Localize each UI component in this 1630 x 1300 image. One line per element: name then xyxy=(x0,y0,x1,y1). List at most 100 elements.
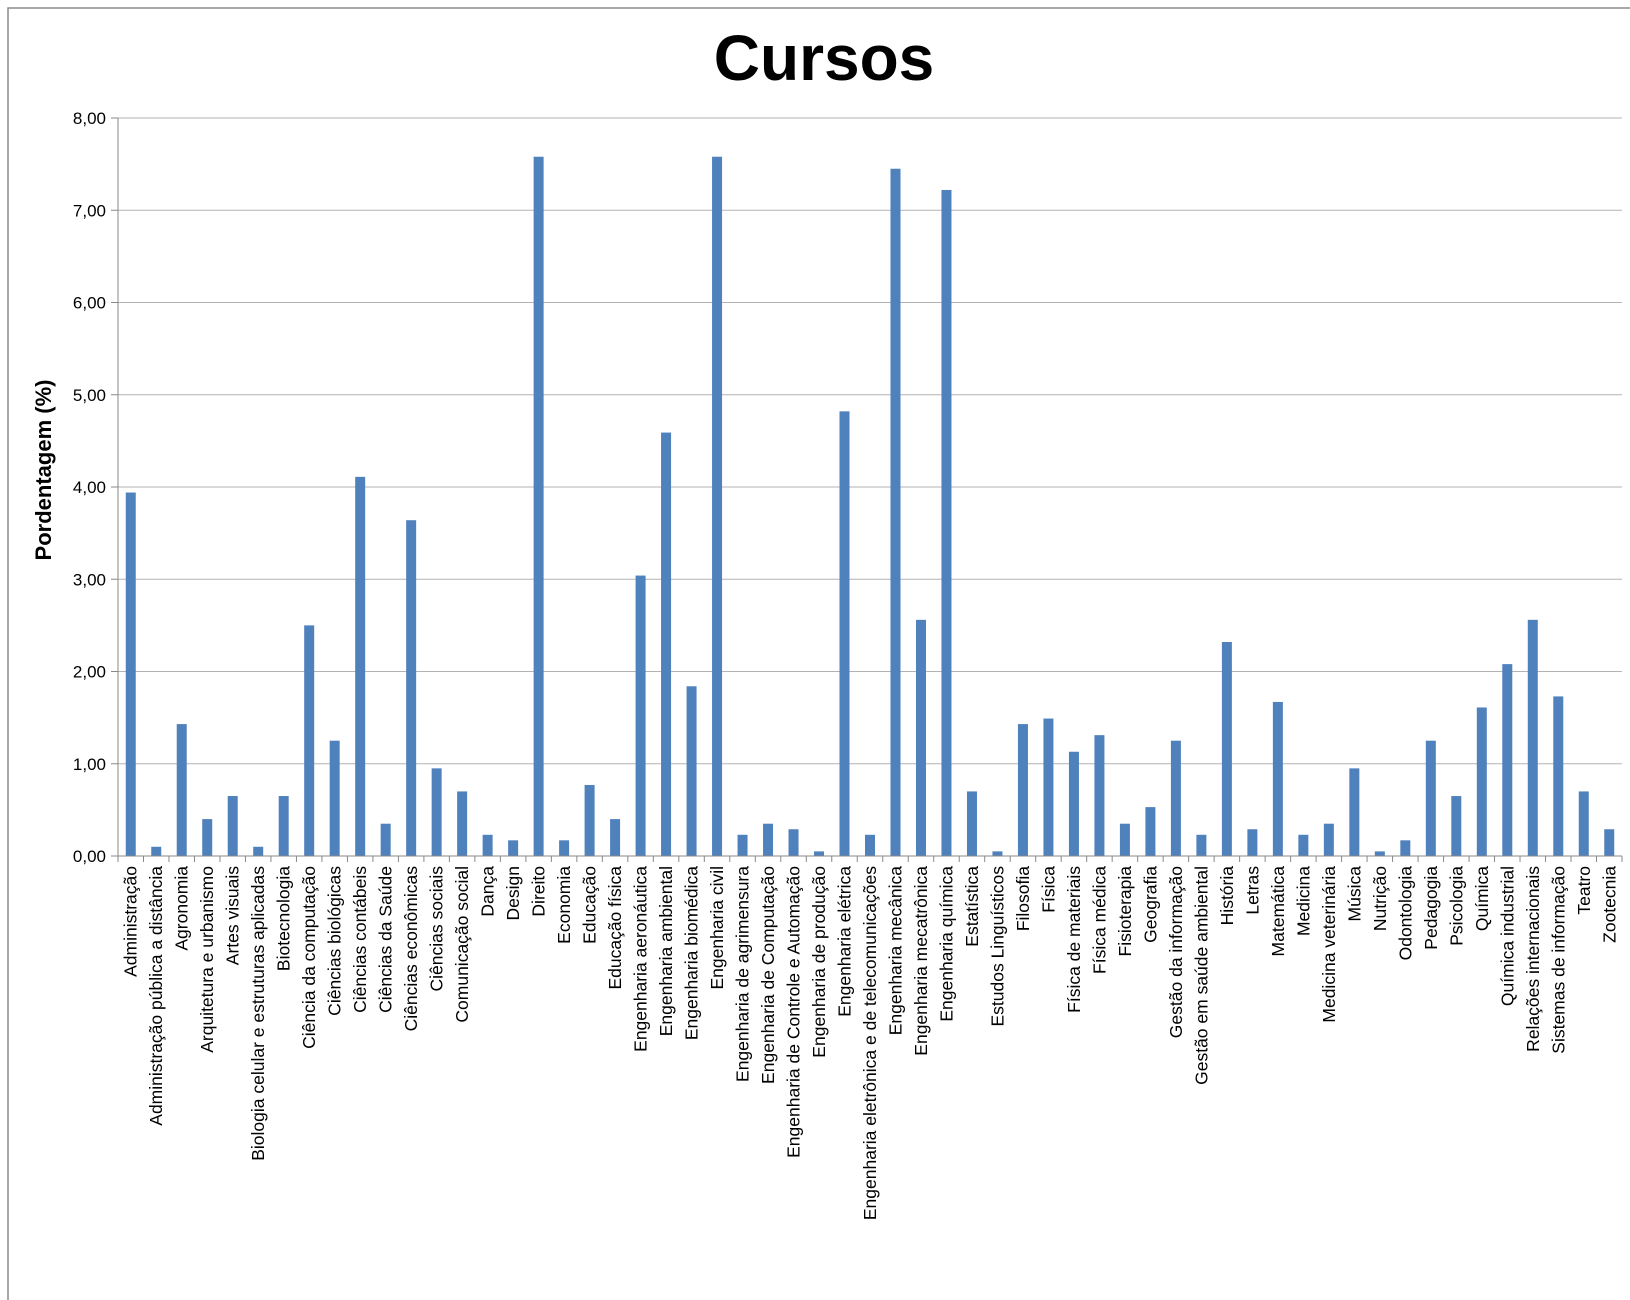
bar xyxy=(737,834,748,856)
x-category-label: Design xyxy=(503,866,523,920)
y-tick-label: 5,00 xyxy=(73,386,106,405)
x-category-label: Ciências da Saúde xyxy=(376,866,396,1013)
bar xyxy=(1043,718,1054,856)
x-category-label: Engenharia de agrimensura xyxy=(733,866,753,1082)
bar xyxy=(1553,696,1564,856)
bar xyxy=(482,834,493,856)
x-category-label: Filosofia xyxy=(1013,866,1033,931)
x-category-label: Engenharia mecatrônica xyxy=(911,866,931,1056)
bar xyxy=(380,823,391,856)
x-category-label: Pedagogia xyxy=(1421,866,1441,950)
bar xyxy=(1196,834,1207,856)
x-category-label: Estatística xyxy=(962,866,982,947)
x-category-label: Engenharia eletrônica e de telecomunicaç… xyxy=(860,866,880,1220)
x-category-label: Biologia celular e estruturas aplicadas xyxy=(248,866,268,1161)
x-category-label: Engenharia aeronáutica xyxy=(631,866,651,1052)
bar xyxy=(457,791,468,856)
bar xyxy=(1221,641,1232,856)
x-category-label: Engenharia de produção xyxy=(809,866,829,1058)
bar xyxy=(1527,619,1538,856)
x-category-label: Agronomia xyxy=(172,866,192,951)
x-category-label: Administração pública a distância xyxy=(146,866,166,1126)
x-category-label: Ciências sociais xyxy=(427,866,447,992)
bar xyxy=(610,819,621,856)
axes xyxy=(117,118,1623,862)
x-category-label: Engenharia de Controle e Automação xyxy=(784,866,804,1158)
y-tick-labels: 0,00 1,00 2,00 3,00 4,00 5,00 6,00 7,00 8,00 xyxy=(73,109,106,866)
bar xyxy=(1400,840,1411,856)
bar xyxy=(1374,851,1385,856)
bar xyxy=(329,740,340,856)
x-category-label: Medicina veterinária xyxy=(1319,866,1339,1023)
gridlines xyxy=(111,117,1622,857)
bar xyxy=(125,492,136,856)
bar xyxy=(406,520,417,856)
x-category-label: Geografia xyxy=(1140,866,1160,943)
y-tick-label: 2,00 xyxy=(73,663,106,682)
x-category-label: Zootecnia xyxy=(1599,866,1619,943)
x-category-label: Engenharia biomédica xyxy=(682,866,702,1040)
bar xyxy=(431,768,442,856)
x-category-label: Física médica xyxy=(1089,866,1109,974)
x-category-label: Nutrição xyxy=(1370,866,1390,931)
bar xyxy=(304,625,315,856)
y-tick-label: 7,00 xyxy=(73,201,106,220)
y-tick-label: 1,00 xyxy=(73,755,106,774)
bars xyxy=(125,156,1615,857)
bar xyxy=(1578,791,1589,856)
bar xyxy=(966,791,977,856)
x-category-label: Administração xyxy=(121,866,141,977)
x-category-label: Educação física xyxy=(605,866,625,990)
y-axis-label: Pordentagem (%) xyxy=(31,380,56,561)
x-category-labels: Administração Administração pública a dis… xyxy=(121,866,1620,1220)
bar xyxy=(227,796,238,856)
x-category-label: Engenharia ambiental xyxy=(656,866,676,1036)
x-category-label: Teatro xyxy=(1574,866,1594,915)
x-category-label: Química xyxy=(1472,866,1492,931)
x-category-label: Gestão em saúde ambiental xyxy=(1191,866,1211,1085)
bar xyxy=(253,846,264,856)
x-category-label: Relações internacionais xyxy=(1523,866,1543,1052)
bar xyxy=(1604,829,1615,856)
bar xyxy=(559,840,570,856)
x-category-label: Música xyxy=(1344,866,1364,922)
bar xyxy=(151,846,162,856)
y-tick-label: 3,00 xyxy=(73,570,106,589)
bar xyxy=(584,784,595,856)
bar xyxy=(686,686,697,856)
x-category-label: História xyxy=(1217,866,1237,926)
bar xyxy=(1349,768,1360,856)
bar xyxy=(1425,740,1436,856)
bar xyxy=(915,619,926,856)
bar xyxy=(1119,823,1130,856)
x-category-label: Dança xyxy=(478,866,498,917)
y-tick-label: 0,00 xyxy=(73,847,106,866)
bar xyxy=(890,168,901,857)
x-category-label: Ciência da computação xyxy=(299,866,319,1049)
y-tick-label: 4,00 xyxy=(73,478,106,497)
x-category-label: Medicina xyxy=(1293,866,1313,936)
bar xyxy=(661,432,672,856)
x-category-label: Ciências econômicas xyxy=(401,866,421,1032)
x-category-label: Física xyxy=(1038,866,1058,913)
bar xyxy=(176,724,187,856)
bar xyxy=(763,823,774,856)
x-category-label: Ciências biológicas xyxy=(325,866,345,1016)
bar xyxy=(1145,807,1156,856)
bar xyxy=(1323,823,1334,856)
bar xyxy=(278,796,289,856)
bar xyxy=(1170,740,1181,856)
bar xyxy=(941,189,952,856)
x-category-label: Arquitetura e urbanismo xyxy=(197,866,217,1053)
x-category-label: Ciências contábeis xyxy=(350,866,370,1013)
bar xyxy=(1298,834,1309,856)
x-category-label: Artes visuais xyxy=(223,866,243,965)
bar xyxy=(1272,701,1283,856)
bar xyxy=(533,156,544,856)
bar xyxy=(1247,829,1258,856)
bar xyxy=(839,411,850,856)
bar xyxy=(635,575,646,856)
bar xyxy=(788,829,799,856)
bar xyxy=(1068,751,1079,856)
